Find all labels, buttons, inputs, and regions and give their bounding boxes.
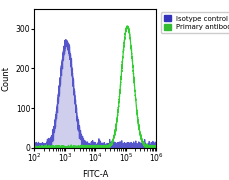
Legend: Isotype control, Primary antibody: Isotype control, Primary antibody <box>160 12 229 33</box>
Y-axis label: Count: Count <box>1 66 10 91</box>
X-axis label: FITC-A: FITC-A <box>82 170 108 179</box>
